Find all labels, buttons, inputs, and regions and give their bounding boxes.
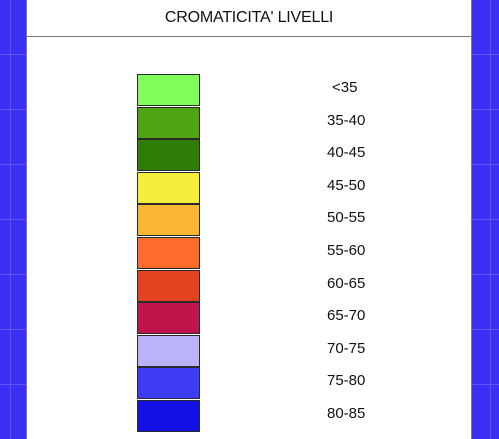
range-label: 45-50 <box>327 176 366 194</box>
range-label: 40-45 <box>327 144 366 162</box>
range-label: 75-80 <box>327 372 366 390</box>
color-swatch <box>137 237 200 269</box>
color-swatch <box>137 367 200 400</box>
range-label: <35 <box>332 79 358 96</box>
range-label: 65-70 <box>327 307 366 325</box>
color-swatch <box>137 139 200 172</box>
range-label: 70-75 <box>327 339 366 357</box>
grid-line <box>490 0 491 439</box>
color-swatch <box>137 302 200 335</box>
legend-title: CROMATICITA' LIVELLI <box>164 9 334 26</box>
color-swatch <box>137 400 200 432</box>
color-swatch <box>137 334 200 367</box>
legend-title-bar: CROMATICITA' LIVELLI <box>27 0 471 37</box>
range-label: 55-60 <box>327 242 366 259</box>
range-label: 60-65 <box>327 274 366 292</box>
range-label: 80-85 <box>327 405 366 422</box>
right-border-strip <box>472 0 499 439</box>
color-swatch <box>137 204 200 237</box>
grid-line <box>10 0 11 439</box>
color-swatch <box>137 171 200 204</box>
color-swatch <box>137 269 200 302</box>
range-label: 50-55 <box>327 209 366 227</box>
range-label: 35-40 <box>327 111 366 129</box>
legend-panel: CROMATICITA' LIVELLI <35 35-40 40-45 45-50 5… <box>26 0 472 439</box>
left-border-strip <box>0 0 26 439</box>
color-swatch <box>137 106 200 139</box>
color-swatch <box>137 74 200 106</box>
